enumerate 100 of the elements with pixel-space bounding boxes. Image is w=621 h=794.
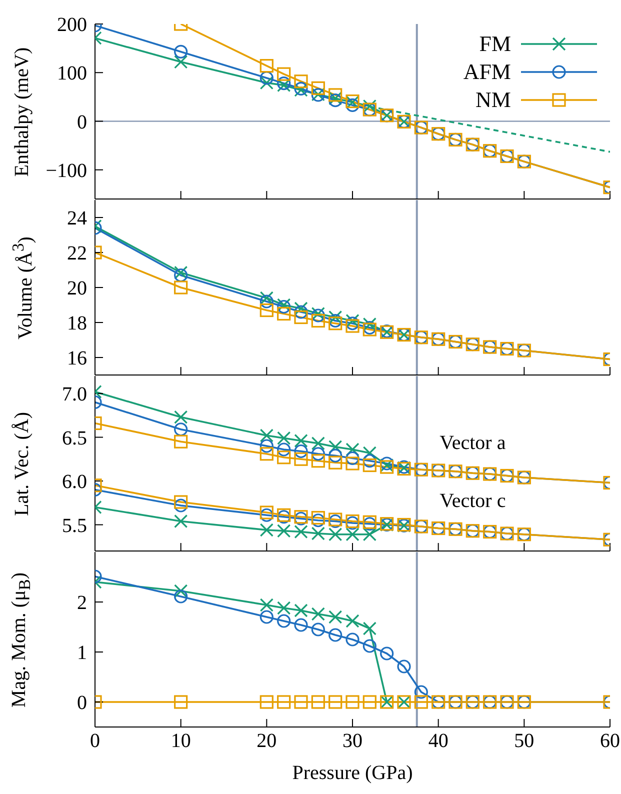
point — [311, 607, 325, 621]
x-tick-label: 60 — [600, 730, 620, 752]
point — [277, 442, 291, 456]
point — [362, 454, 376, 468]
point — [346, 456, 360, 470]
point — [294, 695, 308, 709]
point — [294, 310, 308, 324]
y-tick-label: 1 — [77, 642, 87, 664]
x-tick-label: 20 — [256, 730, 277, 752]
y-tick-label: 18 — [67, 312, 87, 335]
point — [311, 526, 325, 540]
point — [414, 685, 428, 699]
point — [328, 314, 342, 328]
point — [311, 436, 325, 450]
point — [174, 266, 188, 280]
point — [294, 74, 308, 88]
point — [294, 302, 308, 316]
point — [362, 528, 376, 542]
x-axis-title: Pressure (GPa) — [291, 761, 414, 785]
point — [260, 76, 274, 90]
annotation: Vector a — [440, 432, 506, 454]
y-tick-label: 16 — [67, 348, 87, 370]
point — [260, 506, 274, 520]
legend-label: NM — [476, 87, 511, 113]
point — [346, 442, 360, 456]
x-tick-label: 40 — [428, 730, 448, 752]
point — [328, 440, 342, 454]
point — [328, 456, 342, 470]
point — [277, 614, 291, 628]
legend-label: FM — [479, 31, 511, 57]
point — [311, 510, 325, 525]
point — [362, 622, 376, 636]
point — [277, 67, 291, 81]
y-tick-label: 5.5 — [62, 514, 87, 537]
point — [277, 431, 291, 445]
point — [174, 55, 188, 69]
point — [174, 514, 188, 528]
y-axis-title: Enthalpy (meV) — [10, 46, 34, 176]
point — [260, 59, 274, 73]
point — [346, 614, 360, 628]
y-tick-label: 200 — [57, 14, 87, 36]
point — [174, 422, 188, 436]
point — [346, 528, 360, 542]
point — [174, 434, 188, 448]
point — [277, 450, 291, 464]
point — [362, 639, 376, 653]
y-tick-label: 22 — [67, 242, 87, 265]
point — [294, 452, 308, 466]
point — [328, 695, 342, 709]
point — [277, 695, 291, 709]
point — [174, 410, 188, 424]
point — [260, 447, 274, 461]
point — [380, 646, 394, 660]
y-axis-title: Lat. Vec. (Å) — [10, 411, 34, 516]
point — [362, 458, 376, 472]
x-tick-label: 10 — [170, 730, 191, 752]
point — [346, 695, 360, 709]
point — [260, 294, 274, 308]
point — [174, 590, 188, 604]
point — [174, 695, 188, 709]
y-tick-label: 7.0 — [62, 384, 87, 406]
point — [328, 88, 342, 102]
point — [346, 451, 360, 466]
point — [260, 439, 274, 453]
point — [260, 508, 274, 522]
point — [362, 99, 376, 113]
point — [174, 44, 188, 59]
point — [260, 523, 274, 537]
legend-label: AFM — [463, 59, 511, 85]
point — [277, 601, 291, 615]
point — [260, 610, 274, 624]
point — [260, 695, 274, 709]
point — [174, 280, 188, 294]
y-tick-label: 0 — [77, 111, 87, 134]
point — [346, 632, 360, 646]
point — [260, 428, 274, 442]
point — [174, 584, 188, 598]
point — [311, 314, 325, 328]
y-tick-label: 6.5 — [62, 427, 87, 450]
point — [294, 305, 308, 319]
point — [260, 303, 274, 318]
point — [346, 316, 360, 330]
point — [311, 695, 325, 709]
point — [277, 524, 291, 538]
y-tick-label: −100 — [46, 160, 87, 182]
point — [174, 268, 188, 282]
point — [328, 310, 342, 324]
point — [277, 306, 291, 321]
point — [311, 81, 325, 95]
x-tick-label: 50 — [514, 730, 534, 752]
y-tick-label: 100 — [57, 62, 87, 85]
y-tick-label: 2 — [77, 592, 87, 614]
point — [294, 434, 308, 448]
annotation: Vector c — [440, 490, 506, 512]
point — [294, 618, 308, 632]
point — [362, 695, 376, 709]
point — [294, 444, 308, 458]
point — [311, 447, 325, 461]
point — [397, 660, 411, 674]
y-tick-label: 20 — [67, 278, 87, 300]
